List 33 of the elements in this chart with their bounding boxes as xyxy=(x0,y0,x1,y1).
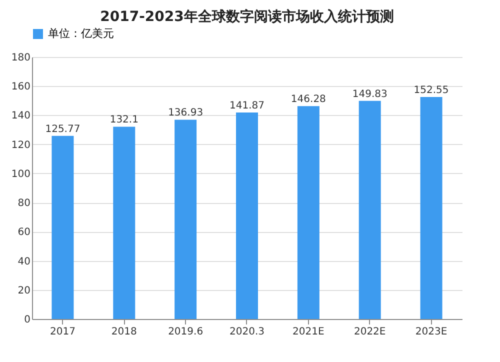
bar xyxy=(52,136,74,319)
data-label: 125.77 xyxy=(45,124,80,135)
data-label: 152.55 xyxy=(414,84,449,96)
y-tick-label: 120 xyxy=(11,140,30,151)
y-tick-label: 60 xyxy=(18,227,30,238)
x-tick-label: 2021E xyxy=(292,326,324,338)
data-label: 146.28 xyxy=(290,94,326,106)
y-tick-label: 100 xyxy=(11,168,30,180)
bar xyxy=(420,96,442,319)
data-label: 149.83 xyxy=(352,88,388,100)
legend-label: 单位：亿美元 xyxy=(48,27,114,40)
bar xyxy=(236,112,258,319)
x-tick-label: 2018 xyxy=(111,326,137,338)
y-tick-label: 80 xyxy=(18,198,30,210)
y-tick-label: 140 xyxy=(11,110,30,122)
bar xyxy=(297,106,320,319)
data-label: 141.87 xyxy=(230,100,264,112)
x-tick-label: 2019.6 xyxy=(168,326,204,338)
y-tick-label: 180 xyxy=(11,52,30,64)
y-tick-label: 160 xyxy=(11,82,30,93)
data-label: 136.93 xyxy=(168,108,204,119)
data-label: 132.1 xyxy=(110,114,138,126)
y-tick-label: 20 xyxy=(18,285,30,296)
x-tick-label: 2020.3 xyxy=(230,326,264,338)
x-tick-label: 2022E xyxy=(354,326,386,338)
chart-title: 2017-2023年全球数字阅读市场收入统计预测 xyxy=(100,8,394,25)
bar xyxy=(113,126,136,319)
x-tick-label: 2023E xyxy=(415,326,448,338)
bar xyxy=(174,120,197,319)
x-tick-label: 2017 xyxy=(50,326,76,338)
y-tick-label: 0 xyxy=(24,314,30,326)
y-tick-label: 40 xyxy=(18,256,30,268)
bar xyxy=(358,100,381,319)
